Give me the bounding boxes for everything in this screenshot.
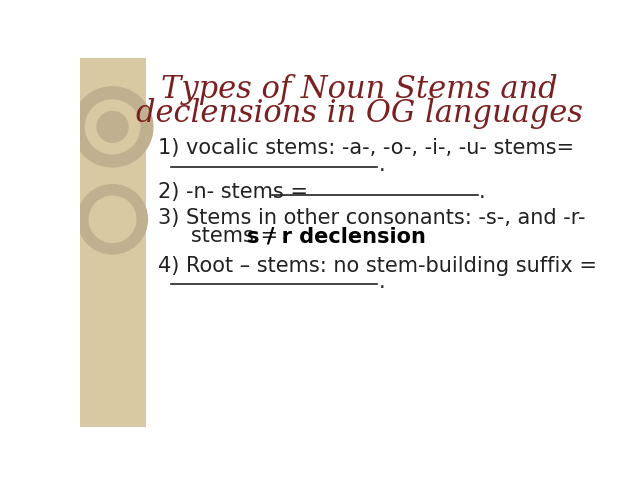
Circle shape — [97, 111, 128, 142]
Circle shape — [72, 87, 153, 167]
Text: 1) vocalic stems: -a-, -o-, -i-, -u- stems=: 1) vocalic stems: -a-, -o-, -i-, -u- ste… — [157, 138, 573, 158]
Text: .: . — [378, 155, 385, 175]
Text: Types of Noun Stems and: Types of Noun Stems and — [161, 74, 557, 106]
Text: 2) -n- stems =: 2) -n- stems = — [157, 182, 314, 203]
Circle shape — [77, 185, 147, 254]
Text: .: . — [378, 272, 385, 292]
Circle shape — [85, 100, 140, 154]
Text: 3) Stems in other consonants: -s-, and -r-: 3) Stems in other consonants: -s-, and -… — [157, 208, 585, 228]
Circle shape — [90, 196, 136, 242]
Text: .: . — [479, 182, 486, 203]
FancyBboxPatch shape — [80, 58, 146, 427]
Text: declensions in OG languages: declensions in OG languages — [136, 97, 582, 129]
Text: s / r declension: s / r declension — [248, 226, 426, 246]
Text: 4) Root – stems: no stem-building suffix =: 4) Root – stems: no stem-building suffix… — [157, 255, 596, 276]
Text: stems =: stems = — [172, 226, 285, 246]
